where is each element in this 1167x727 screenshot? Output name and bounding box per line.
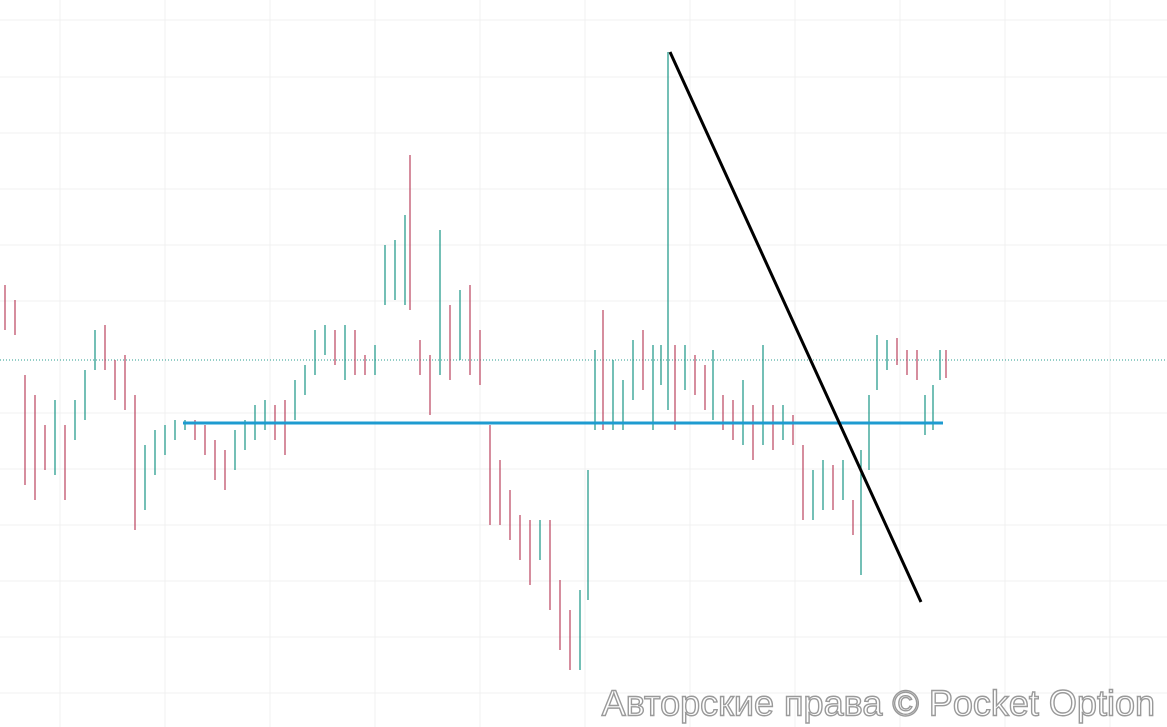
watermark: Авторские права © Pocket Option [602, 683, 1155, 724]
trend-line [668, 51, 923, 603]
bars-down [4, 155, 947, 670]
bars-up [54, 52, 941, 670]
